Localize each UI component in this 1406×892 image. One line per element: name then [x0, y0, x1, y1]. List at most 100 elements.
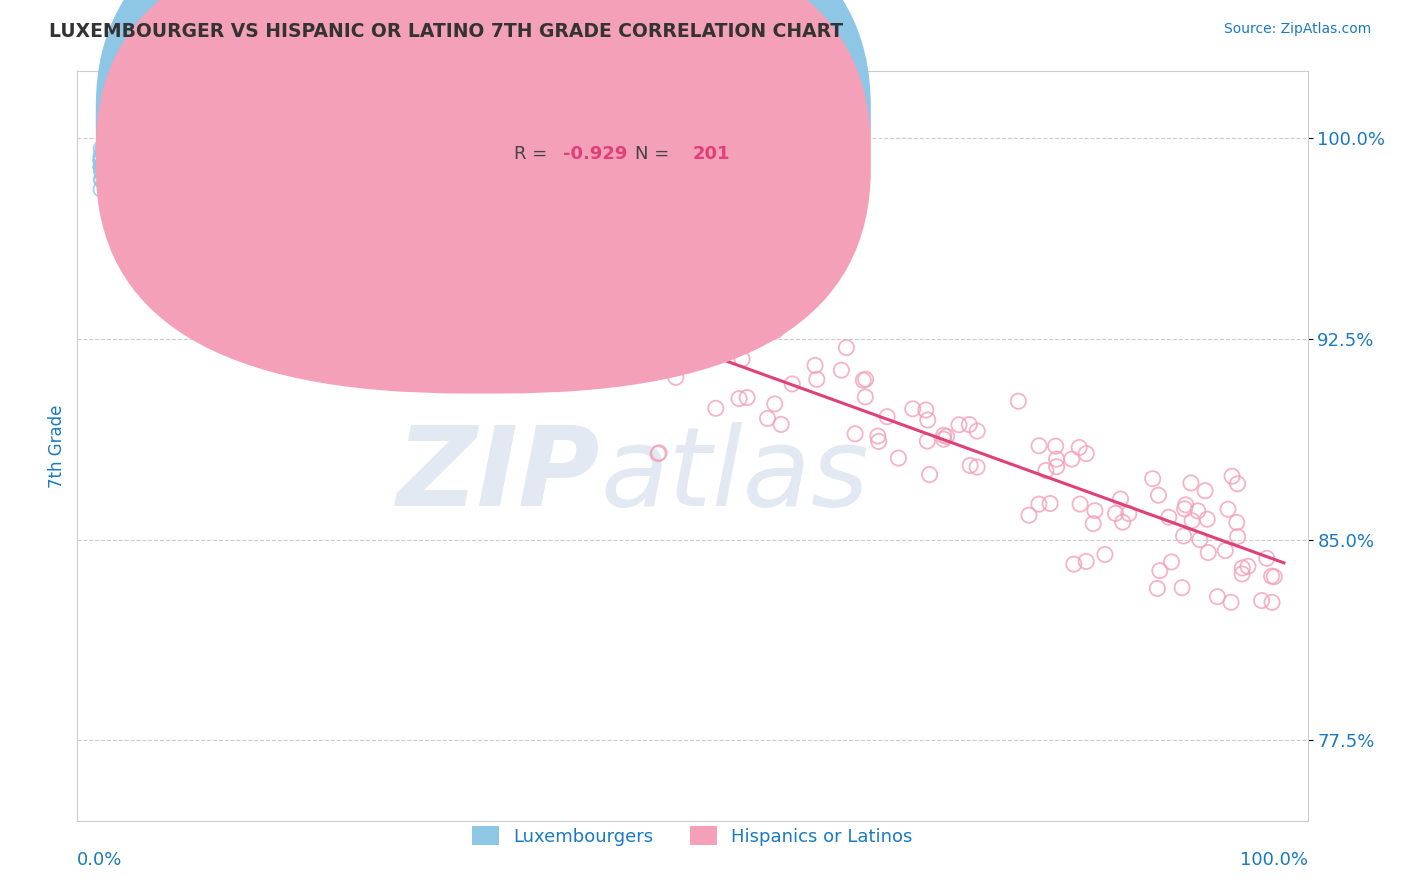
Point [91, 173, 114, 187]
Point [1226, 516, 1249, 530]
Point [524, 239, 547, 253]
Point [332, 291, 354, 305]
Point [678, 317, 700, 331]
Point [416, 265, 439, 279]
Point [90, 152, 112, 166]
Text: ZIP: ZIP [396, 423, 600, 530]
Point [1226, 476, 1249, 491]
Point [392, 249, 415, 263]
Point [917, 434, 939, 448]
Point [1112, 515, 1135, 529]
Text: N =: N = [634, 103, 675, 121]
Point [242, 196, 264, 211]
Point [1084, 503, 1107, 517]
Point [103, 155, 125, 169]
Point [710, 292, 733, 306]
Point [1160, 555, 1182, 569]
Point [98, 142, 121, 156]
Point [557, 372, 579, 386]
Point [91, 159, 114, 173]
Point [534, 266, 557, 280]
Point [562, 271, 585, 285]
Point [780, 268, 803, 282]
Point [835, 341, 858, 355]
Point [1213, 543, 1236, 558]
Point [866, 429, 889, 443]
Point [806, 372, 828, 386]
Text: atlas: atlas [600, 423, 869, 530]
Point [90, 154, 112, 169]
Point [187, 114, 209, 128]
Point [512, 225, 534, 239]
Point [668, 295, 690, 310]
Point [591, 341, 613, 355]
Point [756, 411, 779, 425]
Point [93, 158, 115, 172]
Point [152, 159, 174, 173]
Point [422, 235, 444, 250]
Point [415, 250, 437, 264]
Point [1060, 452, 1083, 467]
Text: Source: ZipAtlas.com: Source: ZipAtlas.com [1223, 22, 1371, 37]
Point [780, 376, 803, 391]
Point [218, 196, 240, 211]
Point [93, 162, 115, 177]
Point [104, 158, 127, 172]
Point [1083, 516, 1105, 531]
Point [508, 218, 530, 232]
Text: R =: R = [515, 103, 553, 121]
Point [524, 331, 547, 345]
Point [686, 346, 709, 360]
Point [1069, 441, 1091, 455]
FancyBboxPatch shape [447, 78, 785, 187]
Point [1076, 554, 1098, 568]
Point [621, 359, 644, 373]
Point [465, 282, 488, 296]
Point [1147, 488, 1170, 502]
Point [121, 153, 143, 167]
Point [107, 162, 129, 177]
Point [1197, 512, 1219, 526]
Text: 201: 201 [693, 145, 730, 162]
Point [388, 172, 411, 186]
Point [90, 182, 112, 196]
Point [412, 299, 434, 313]
Point [120, 133, 142, 147]
Point [209, 211, 232, 225]
Point [368, 188, 391, 202]
Point [1263, 569, 1285, 583]
Point [118, 147, 141, 161]
Point [91, 143, 114, 157]
Point [1261, 595, 1284, 609]
Point [1142, 472, 1164, 486]
Point [1256, 551, 1278, 566]
Point [495, 275, 517, 289]
Point [98, 170, 121, 185]
Point [108, 155, 131, 169]
Point [1007, 394, 1029, 409]
Point [90, 148, 112, 162]
Point [367, 228, 389, 243]
Point [98, 154, 121, 169]
Point [215, 104, 238, 119]
Point [1226, 530, 1249, 544]
Point [90, 160, 112, 174]
Point [318, 229, 340, 244]
Point [918, 467, 941, 482]
FancyBboxPatch shape [96, 0, 870, 352]
Point [682, 293, 704, 307]
Point [1018, 508, 1040, 523]
Point [648, 446, 671, 460]
Point [207, 99, 229, 113]
Legend: Luxembourgers, Hispanics or Latinos: Luxembourgers, Hispanics or Latinos [465, 819, 920, 853]
Point [876, 409, 898, 424]
Point [868, 434, 890, 449]
Point [1149, 564, 1171, 578]
Point [96, 154, 118, 169]
Point [90, 172, 112, 186]
Point [852, 373, 875, 387]
Text: 100.0%: 100.0% [1240, 851, 1308, 869]
Point [688, 353, 710, 368]
Point [285, 104, 308, 119]
Point [526, 309, 548, 323]
